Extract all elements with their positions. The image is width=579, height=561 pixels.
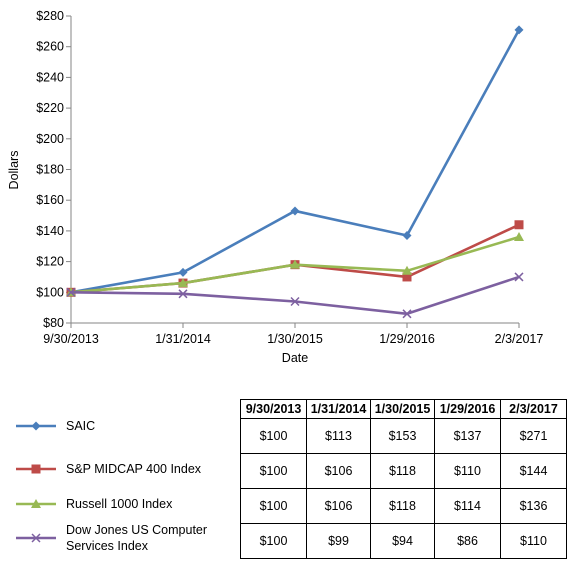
legend-label: SAIC bbox=[66, 419, 96, 433]
table-cell: $110 bbox=[500, 523, 567, 559]
table-cell: $100 bbox=[240, 453, 307, 489]
y-tick-label: $240 bbox=[36, 70, 64, 84]
x-tick-label: 9/30/2013 bbox=[43, 332, 99, 346]
square-marker-icon bbox=[16, 464, 56, 474]
y-tick-label: $220 bbox=[36, 101, 64, 115]
y-tick-label: $260 bbox=[36, 40, 64, 54]
table-row: $100 $106 $118 $110 $144 bbox=[240, 453, 567, 489]
series-layer bbox=[66, 25, 524, 319]
x-tick-label: 1/30/2015 bbox=[267, 332, 323, 346]
table-header-row: 9/30/2013 1/31/2014 1/30/2015 1/29/2016 … bbox=[240, 399, 567, 419]
y-tick-label: $140 bbox=[36, 224, 64, 238]
table-cell: $114 bbox=[434, 488, 501, 524]
legend-label: Russell 1000 Index bbox=[66, 497, 173, 511]
table-cell: $106 bbox=[306, 453, 371, 489]
data-point-dow-jones-us-computer-services-index bbox=[514, 272, 524, 282]
table-row: $100 $106 $118 $114 $136 bbox=[240, 488, 567, 524]
data-point-russell-1000-index bbox=[178, 278, 188, 288]
table-cell: $100 bbox=[240, 418, 307, 454]
table-cell: $118 bbox=[370, 488, 435, 524]
table-cell: $99 bbox=[306, 523, 371, 559]
legend-item-russell: Russell 1000 Index bbox=[14, 496, 240, 512]
table-cell: $94 bbox=[370, 523, 435, 559]
x-tick-label: 1/31/2014 bbox=[155, 332, 211, 346]
table-cell: $271 bbox=[500, 418, 567, 454]
legend-item-dow-jones: Dow Jones US Computer Services Index bbox=[14, 522, 240, 554]
x-axis-ticks: 9/30/2013 1/31/2014 1/30/2015 1/29/2016 2/3/… bbox=[43, 323, 543, 346]
data-point-saic bbox=[178, 267, 188, 277]
data-point-dow-jones-us-computer-services-index bbox=[402, 309, 412, 319]
table-header: 1/30/2015 bbox=[370, 399, 435, 419]
table-cell: $100 bbox=[240, 523, 307, 559]
y-tick-label: $80 bbox=[43, 316, 64, 330]
y-tick-label: $180 bbox=[36, 163, 64, 177]
data-point-russell-1000-index bbox=[514, 232, 524, 242]
table-cell: $137 bbox=[434, 418, 501, 454]
data-point-russell-1000-index bbox=[290, 259, 300, 269]
x-marker-icon bbox=[16, 533, 56, 543]
table-cell: $110 bbox=[434, 453, 501, 489]
table-row: $100 $99 $94 $86 $110 bbox=[240, 523, 567, 559]
data-point-saic bbox=[290, 206, 300, 216]
data-point-s-p-midcap-400-index bbox=[402, 272, 412, 282]
legend-label: Dow Jones US Computer Services Index bbox=[66, 522, 207, 554]
legend-label-line: Services Index bbox=[66, 539, 148, 553]
table-cell: $153 bbox=[370, 418, 435, 454]
data-point-russell-1000-index bbox=[402, 265, 412, 275]
table-cell: $118 bbox=[370, 453, 435, 489]
table-cell: $144 bbox=[500, 453, 567, 489]
line-chart: $80 $100 $120 $140 $160 $180 $200 $220 $240 $260 $… bbox=[7, 9, 543, 365]
table-cell: $113 bbox=[306, 418, 371, 454]
series-line-dow-jones-us-computer-services-index bbox=[70, 275, 520, 316]
data-point-dow-jones-us-computer-services-index bbox=[178, 289, 188, 299]
data-point-s-p-midcap-400-index bbox=[514, 220, 524, 230]
y-tick-label: $120 bbox=[36, 255, 64, 269]
table-cell: $86 bbox=[434, 523, 501, 559]
y-axis-label: Dollars bbox=[7, 151, 21, 190]
diamond-marker-icon bbox=[16, 421, 56, 431]
legend-label: S&P MIDCAP 400 Index bbox=[66, 462, 202, 476]
table-cell: $106 bbox=[306, 488, 371, 524]
data-point-dow-jones-us-computer-services-index bbox=[290, 296, 300, 307]
x-axis-label: Date bbox=[282, 351, 308, 365]
data-point-saic bbox=[514, 25, 524, 35]
x-tick-label: 2/3/2017 bbox=[495, 332, 544, 346]
y-axis-ticks: $80 $100 $120 $140 $160 $180 $200 $220 $240 $260 $… bbox=[36, 9, 71, 330]
table-cell: $136 bbox=[500, 488, 567, 524]
x-tick-label: 1/29/2016 bbox=[379, 332, 435, 346]
table-header: 2/3/2017 bbox=[500, 399, 567, 419]
legend-item-sp-midcap: S&P MIDCAP 400 Index bbox=[14, 461, 240, 477]
table-row: $100 $113 $153 $137 $271 bbox=[240, 418, 567, 454]
y-tick-label: $160 bbox=[36, 193, 64, 207]
data-point-saic bbox=[402, 231, 412, 241]
y-tick-label: $200 bbox=[36, 132, 64, 146]
legend-label-line: Dow Jones US Computer bbox=[66, 523, 208, 537]
y-tick-label: $280 bbox=[36, 9, 64, 23]
series-line-saic bbox=[70, 29, 521, 294]
data-table: 9/30/2013 1/31/2014 1/30/2015 1/29/2016 … bbox=[240, 399, 567, 559]
triangle-marker-icon bbox=[16, 499, 56, 508]
legend-item-saic: SAIC bbox=[14, 418, 240, 434]
table-header: 1/31/2014 bbox=[306, 399, 371, 419]
data-point-dow-jones-us-computer-services-index bbox=[66, 287, 76, 297]
table-cell: $100 bbox=[240, 488, 307, 524]
y-tick-label: $100 bbox=[36, 285, 64, 299]
table-header: 9/30/2013 bbox=[240, 399, 307, 419]
table-header: 1/29/2016 bbox=[434, 399, 501, 419]
